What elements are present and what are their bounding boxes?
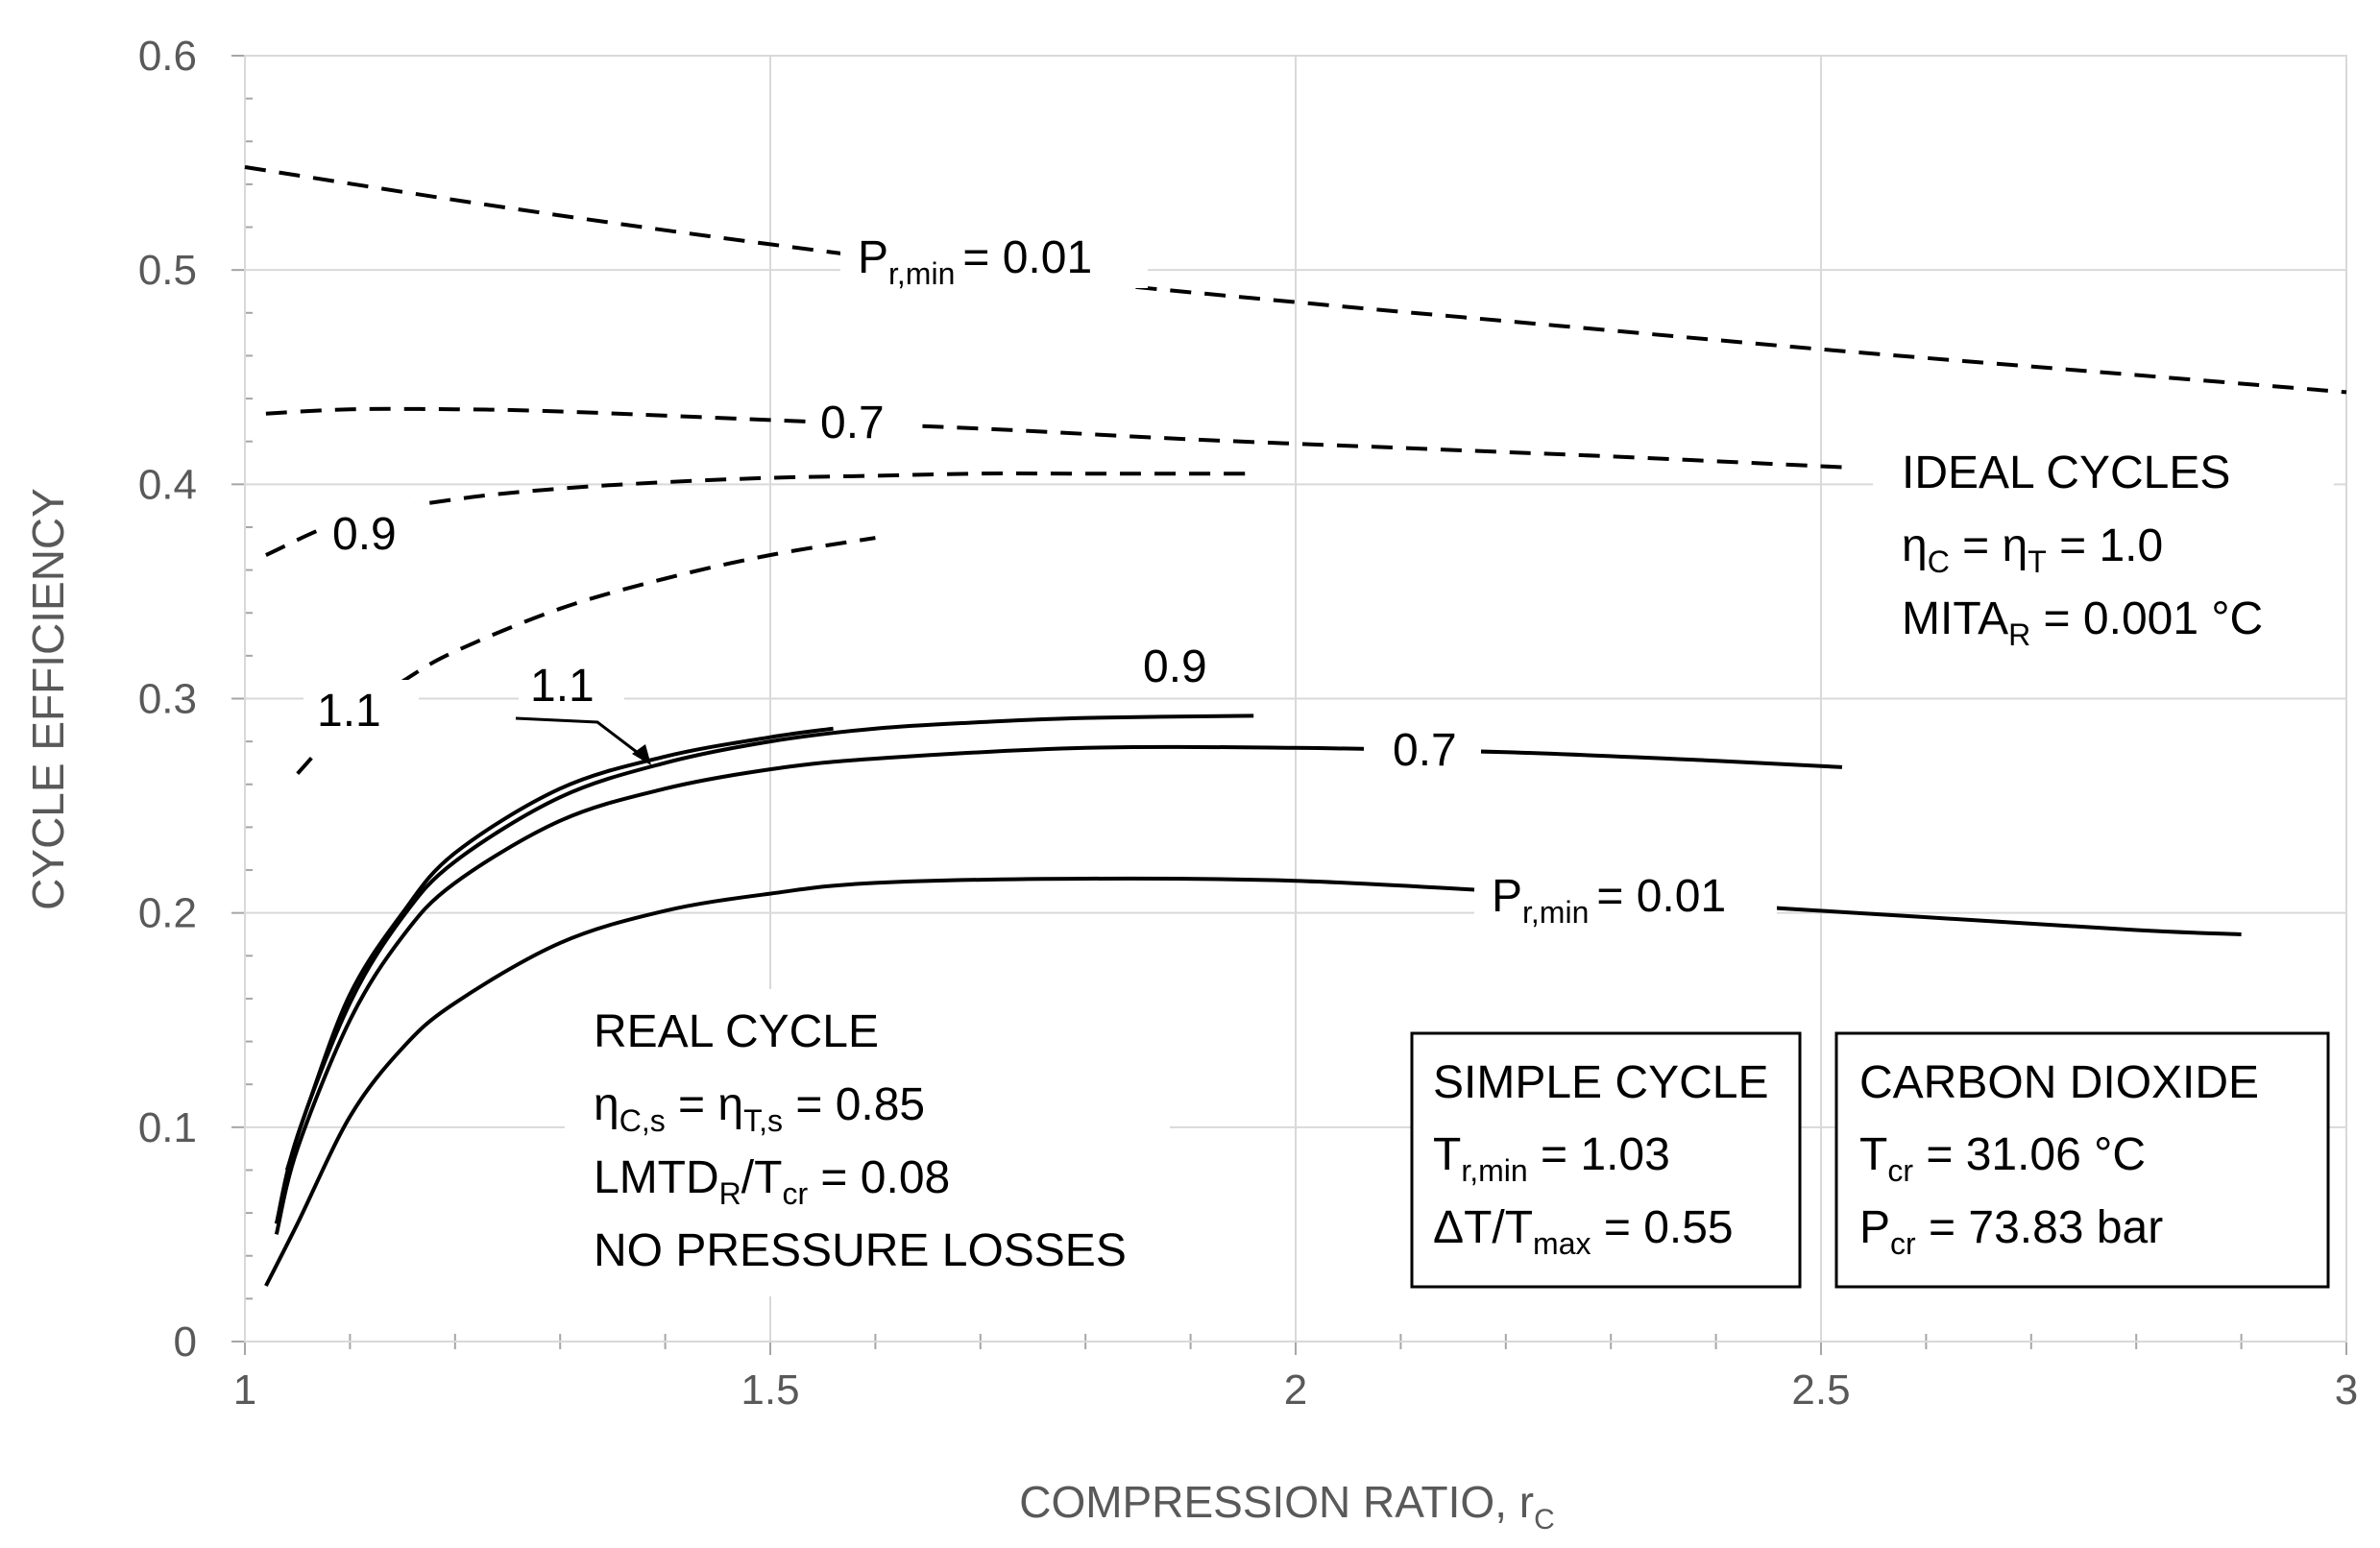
y-axis-title: CYCLE EFFICIENCY bbox=[23, 488, 73, 910]
series-real-6 bbox=[274, 714, 1254, 1224]
simple-box-line3: ΔT/Tmax = 0.55 bbox=[1433, 1202, 1734, 1261]
y-tick-label: 0.1 bbox=[138, 1104, 197, 1151]
ideal-label-p-bg bbox=[840, 219, 1148, 288]
co2-box-line2: Tcr = 31.06 °C bbox=[1859, 1129, 2146, 1188]
real-label-p-bg bbox=[1474, 869, 1777, 942]
real-label-pr-min: Pr,min = 0.01 bbox=[1492, 871, 1726, 930]
co2-box-line1: CARBON DIOXIDE bbox=[1859, 1057, 2259, 1108]
x-tick-label: 2.5 bbox=[1791, 1367, 1850, 1414]
y-tick-label: 0.2 bbox=[138, 890, 197, 937]
real-label-11-leader bbox=[515, 716, 646, 761]
real-block-line3: LMTDR/Tcr = 0.08 bbox=[594, 1152, 950, 1211]
y-tick-label: 0 bbox=[174, 1318, 197, 1366]
series-real-5 bbox=[274, 744, 1843, 1235]
ideal-block-line1: IDEAL CYCLES bbox=[1902, 447, 2230, 498]
ideal-block-bg bbox=[1873, 430, 2334, 661]
carbon-dioxide-box bbox=[1834, 1031, 2330, 1289]
x-tick-label: 2 bbox=[1284, 1367, 1307, 1414]
series-ideal-1 bbox=[265, 406, 1842, 470]
ideal-label-07-bg bbox=[807, 392, 922, 449]
simple-box-line1: SIMPLE CYCLE bbox=[1433, 1057, 1768, 1108]
x-tick-label: 1.5 bbox=[741, 1367, 799, 1414]
y-tick-label: 0.6 bbox=[138, 33, 197, 80]
x-axis-title: COMPRESSION RATIO, rC bbox=[1019, 1477, 1555, 1536]
series-real-7 bbox=[284, 726, 834, 1172]
minor-ticks bbox=[231, 55, 2347, 1355]
ideal-label-09: 0.9 bbox=[332, 509, 397, 560]
real-block-line1: REAL CYCLE bbox=[594, 1006, 879, 1057]
y-tick-label: 0.4 bbox=[138, 461, 197, 508]
plot-area-frame bbox=[244, 55, 2347, 1342]
simple-box-line2: Tr,min = 1.03 bbox=[1433, 1129, 1670, 1188]
ideal-label-11: 1.1 bbox=[317, 686, 381, 737]
co2-box-line3: Pcr = 73.83 bar bbox=[1859, 1202, 2163, 1261]
ideal-block-line3: MITAR = 0.001 °C bbox=[1902, 593, 2263, 652]
y-tick-label: 0.5 bbox=[138, 247, 197, 294]
real-label-09: 0.9 bbox=[1143, 641, 1207, 692]
real-label-11-bg bbox=[519, 653, 624, 714]
simple-cycle-box bbox=[1410, 1031, 1802, 1289]
real-label-09-bg bbox=[1116, 634, 1229, 693]
real-block-line2: ηC,s = ηT,s = 0.85 bbox=[594, 1079, 925, 1138]
series-ideal-3 bbox=[296, 536, 876, 775]
real-label-07: 0.7 bbox=[1393, 725, 1457, 776]
ideal-block-line2: ηC = ηT = 1.0 bbox=[1902, 520, 2163, 579]
x-tick-label: 1 bbox=[233, 1367, 256, 1414]
ideal-label-11-bg bbox=[304, 680, 419, 753]
y-tick-label: 0.3 bbox=[138, 676, 197, 723]
ideal-label-pr-min: Pr,min = 0.01 bbox=[858, 232, 1092, 291]
real-block-line4: NO PRESSURE LOSSES bbox=[594, 1225, 1127, 1276]
series-ideal-0 bbox=[244, 165, 2347, 395]
tick-labels: 1 1.5 2 2.5 3 0 0.1 0.2 0.3 0.4 0.5 0.6 bbox=[138, 33, 2358, 1414]
real-label-11-arrowhead bbox=[632, 744, 651, 765]
x-tick-label: 3 bbox=[2335, 1367, 2358, 1414]
real-label-07-bg bbox=[1364, 722, 1481, 784]
series-real-4 bbox=[264, 876, 2242, 1287]
real-block-bg bbox=[565, 989, 1170, 1296]
real-label-11: 1.1 bbox=[530, 661, 595, 712]
ideal-label-07: 0.7 bbox=[820, 398, 885, 448]
ideal-label-09-bg bbox=[317, 503, 419, 561]
